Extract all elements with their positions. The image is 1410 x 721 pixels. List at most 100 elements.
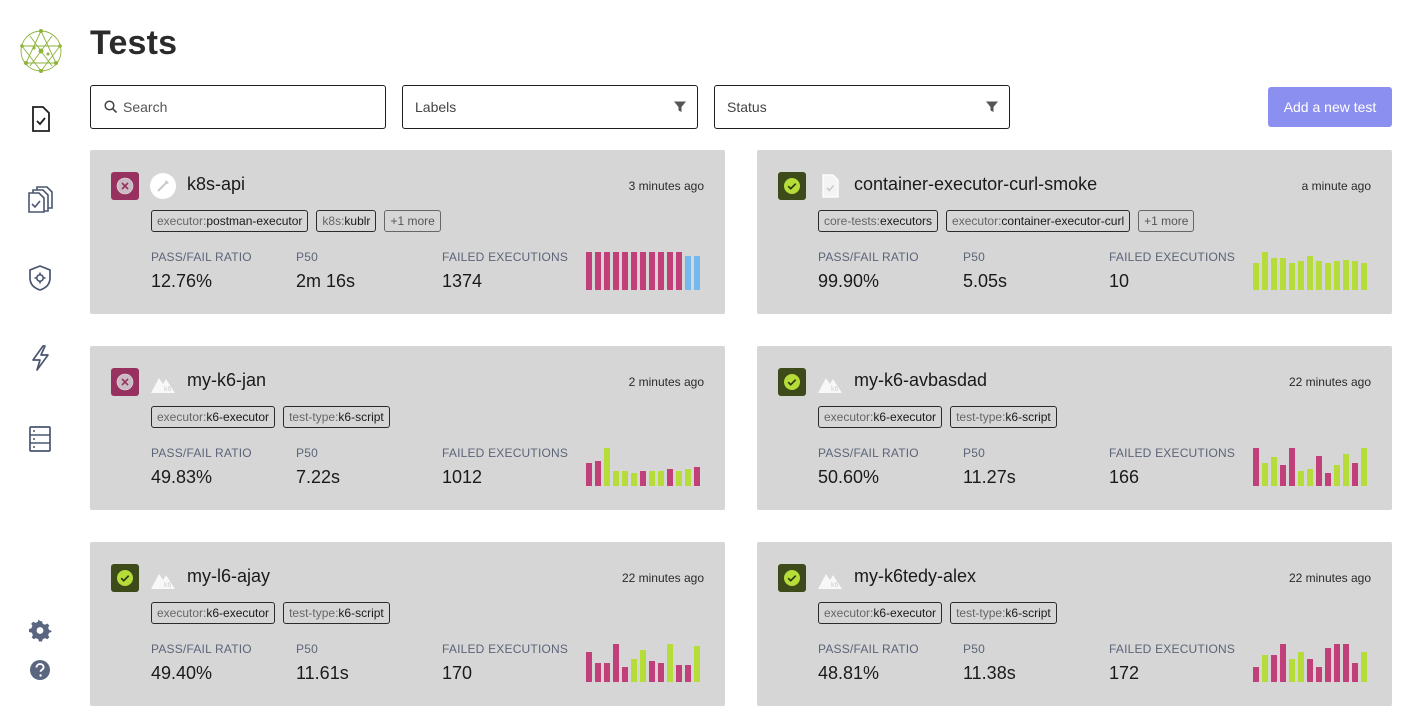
test-name[interactable]: container-executor-curl-smoke (854, 174, 1098, 194)
execution-bar[interactable] (1334, 465, 1340, 486)
execution-bar[interactable] (631, 659, 637, 682)
execution-bar[interactable] (649, 252, 655, 290)
execution-bar[interactable] (1316, 261, 1322, 290)
add-test-button[interactable]: Add a new test (1268, 87, 1392, 127)
execution-bar[interactable] (595, 663, 601, 682)
test-name[interactable]: my-k6-jan (187, 370, 267, 390)
execution-bar[interactable] (1307, 659, 1313, 682)
execution-bar[interactable] (613, 471, 619, 486)
execution-bar[interactable] (1289, 659, 1295, 682)
test-card[interactable]: k6 my-l6-ajay 22 minutes ago executor: k6… (90, 542, 725, 706)
execution-bar[interactable] (676, 252, 682, 290)
execution-bar[interactable] (604, 252, 610, 290)
executors-icon[interactable] (22, 260, 58, 296)
execution-bar[interactable] (631, 252, 637, 290)
execution-bar[interactable] (1262, 252, 1268, 290)
execution-bar[interactable] (1280, 258, 1286, 290)
execution-bar[interactable] (1316, 456, 1322, 486)
labels-filter[interactable]: Labels (402, 85, 698, 129)
execution-bar[interactable] (640, 252, 646, 290)
tests-icon[interactable] (22, 101, 58, 137)
execution-bar[interactable] (1289, 448, 1295, 486)
execution-bar[interactable] (1253, 263, 1259, 290)
execution-bar[interactable] (613, 644, 619, 682)
execution-bar[interactable] (1280, 644, 1286, 682)
triggers-icon[interactable] (22, 340, 58, 376)
execution-bar[interactable] (640, 650, 646, 682)
search-field[interactable] (90, 85, 386, 129)
execution-bar[interactable] (1271, 655, 1277, 682)
execution-bar[interactable] (631, 473, 637, 486)
more-labels-chip[interactable]: +1 more (384, 210, 441, 232)
settings-icon[interactable] (22, 612, 58, 648)
test-name[interactable]: my-l6-ajay (187, 566, 271, 586)
test-name[interactable]: my-k6-avbasdad (854, 370, 988, 390)
test-card[interactable]: k6 my-k6tedy-alex 22 minutes ago executo… (757, 542, 1392, 706)
sources-icon[interactable] (22, 421, 58, 457)
execution-bar[interactable] (1325, 648, 1331, 682)
execution-bar[interactable] (1361, 652, 1367, 682)
execution-bar[interactable] (1316, 667, 1322, 682)
execution-bar[interactable] (1271, 457, 1277, 486)
execution-bar[interactable] (1298, 471, 1304, 486)
execution-bar[interactable] (1325, 263, 1331, 290)
more-labels-chip[interactable]: +1 more (1138, 210, 1195, 232)
execution-bar[interactable] (604, 663, 610, 682)
execution-bar[interactable] (1334, 261, 1340, 290)
execution-bar[interactable] (667, 252, 673, 290)
execution-bar[interactable] (1271, 258, 1277, 290)
execution-bar[interactable] (649, 661, 655, 682)
status-filter[interactable]: Status (714, 85, 1010, 129)
execution-bar[interactable] (676, 665, 682, 682)
execution-bar[interactable] (1352, 463, 1358, 486)
execution-bar[interactable] (1289, 263, 1295, 290)
execution-bar[interactable] (1352, 261, 1358, 290)
execution-bar[interactable] (586, 463, 592, 486)
execution-bar[interactable] (1307, 469, 1313, 486)
execution-bar[interactable] (685, 256, 691, 290)
execution-bar[interactable] (595, 252, 601, 290)
execution-bar[interactable] (685, 665, 691, 682)
execution-bar[interactable] (640, 471, 646, 486)
execution-bar[interactable] (658, 663, 664, 682)
execution-bar[interactable] (613, 252, 619, 290)
execution-bar[interactable] (649, 471, 655, 486)
execution-bar[interactable] (1352, 663, 1358, 682)
execution-bar[interactable] (622, 252, 628, 290)
execution-bar[interactable] (667, 469, 673, 486)
execution-bar[interactable] (1253, 667, 1259, 682)
execution-bar[interactable] (622, 471, 628, 486)
test-card[interactable]: k6 my-k6-avbasdad 22 minutes ago executo… (757, 346, 1392, 510)
execution-bar[interactable] (586, 652, 592, 682)
execution-bar[interactable] (1298, 652, 1304, 682)
execution-bar[interactable] (1343, 644, 1349, 682)
execution-bar[interactable] (676, 471, 682, 486)
execution-bar[interactable] (586, 252, 592, 290)
test-card[interactable]: k8s-api 3 minutes ago executor: postman-e… (90, 150, 725, 314)
execution-bar[interactable] (1253, 448, 1259, 486)
execution-bar[interactable] (1280, 465, 1286, 486)
test-suites-icon[interactable] (22, 181, 58, 217)
execution-bar[interactable] (1298, 261, 1304, 290)
execution-bar[interactable] (622, 667, 628, 682)
execution-bar[interactable] (595, 461, 601, 486)
help-icon[interactable] (22, 652, 58, 688)
test-card[interactable]: container-executor-curl-smoke a minute a… (757, 150, 1392, 314)
execution-bar[interactable] (1361, 448, 1367, 486)
logo-icon[interactable] (18, 28, 64, 74)
execution-bar[interactable] (1343, 260, 1349, 290)
execution-bar[interactable] (604, 448, 610, 486)
execution-bar[interactable] (685, 469, 691, 486)
execution-bar[interactable] (694, 646, 700, 682)
execution-bar[interactable] (1307, 256, 1313, 290)
test-card[interactable]: k6 my-k6-jan 2 minutes ago executor: k6-e… (90, 346, 725, 510)
search-input[interactable] (123, 86, 385, 128)
execution-bar[interactable] (1262, 655, 1268, 682)
test-name[interactable]: k8s-api (187, 174, 246, 194)
execution-bar[interactable] (1262, 463, 1268, 486)
execution-bar[interactable] (1361, 263, 1367, 290)
execution-bar[interactable] (658, 252, 664, 290)
execution-bar[interactable] (694, 256, 700, 290)
test-name[interactable]: my-k6tedy-alex (854, 566, 977, 586)
execution-bar[interactable] (1325, 473, 1331, 486)
